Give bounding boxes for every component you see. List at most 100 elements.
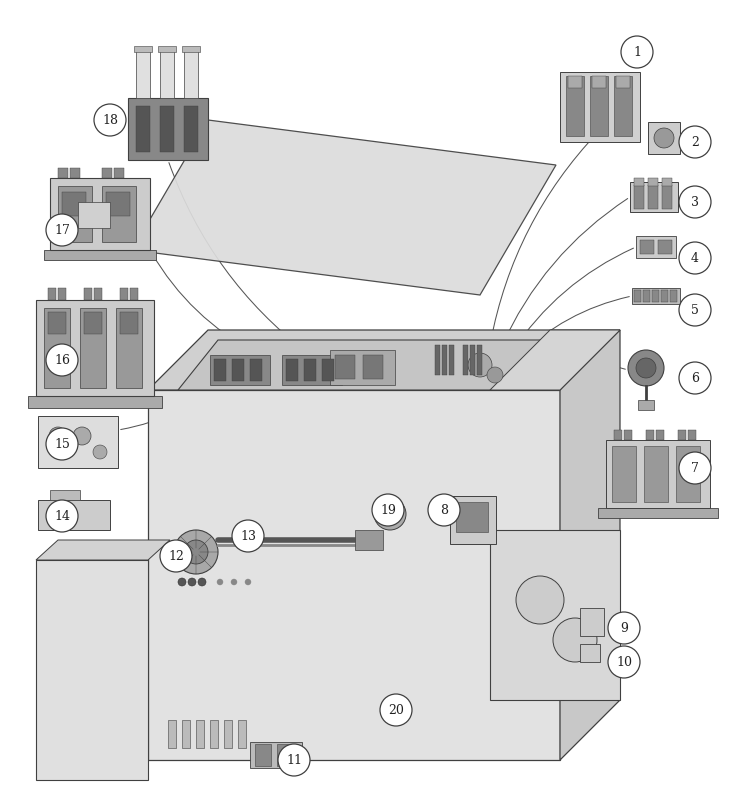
Circle shape xyxy=(198,578,206,586)
Bar xyxy=(160,48,174,98)
Bar xyxy=(355,530,383,550)
Bar xyxy=(643,290,650,302)
Polygon shape xyxy=(566,76,584,136)
Bar xyxy=(470,345,475,375)
Bar xyxy=(160,106,174,152)
Circle shape xyxy=(73,427,91,445)
Bar xyxy=(592,76,606,88)
Bar xyxy=(78,202,110,228)
Text: 5: 5 xyxy=(691,303,699,317)
Polygon shape xyxy=(148,390,560,760)
Circle shape xyxy=(679,186,711,218)
Circle shape xyxy=(608,646,640,678)
Bar xyxy=(304,359,316,381)
Bar xyxy=(676,446,700,502)
Circle shape xyxy=(49,427,67,445)
Bar xyxy=(214,359,226,381)
Bar xyxy=(44,250,156,260)
Bar xyxy=(102,168,112,178)
Bar xyxy=(363,355,383,379)
Circle shape xyxy=(468,353,492,377)
Bar xyxy=(640,240,654,254)
Text: 6: 6 xyxy=(691,371,699,385)
Bar xyxy=(210,720,218,748)
Bar xyxy=(102,186,136,242)
Bar xyxy=(661,290,668,302)
Bar xyxy=(442,345,447,375)
Text: 14: 14 xyxy=(54,510,70,522)
Bar xyxy=(606,440,710,508)
Bar xyxy=(656,430,664,440)
Circle shape xyxy=(231,579,237,585)
Bar xyxy=(114,168,124,178)
Bar xyxy=(477,345,482,375)
Circle shape xyxy=(245,579,251,585)
Circle shape xyxy=(621,36,653,68)
Circle shape xyxy=(428,494,460,526)
Bar xyxy=(670,290,677,302)
Bar xyxy=(449,345,454,375)
Bar xyxy=(58,186,92,242)
Bar xyxy=(634,290,641,302)
Bar xyxy=(58,168,68,178)
Circle shape xyxy=(654,128,674,148)
Circle shape xyxy=(174,530,218,574)
Text: 8: 8 xyxy=(440,503,448,517)
Bar xyxy=(638,400,654,410)
Polygon shape xyxy=(490,530,620,700)
Bar xyxy=(678,430,686,440)
Bar xyxy=(612,446,636,502)
Bar xyxy=(648,178,658,186)
Text: 3: 3 xyxy=(691,195,699,209)
Bar xyxy=(580,644,600,662)
Bar xyxy=(598,508,718,518)
Text: 10: 10 xyxy=(616,655,632,669)
Circle shape xyxy=(636,358,656,378)
Circle shape xyxy=(679,294,711,326)
Text: 4: 4 xyxy=(691,251,699,265)
Bar xyxy=(688,430,696,440)
Circle shape xyxy=(679,362,711,394)
Text: 2: 2 xyxy=(691,135,699,149)
Text: 13: 13 xyxy=(240,530,256,542)
Circle shape xyxy=(553,618,597,662)
Bar xyxy=(224,720,232,748)
Circle shape xyxy=(94,104,126,136)
Bar xyxy=(120,288,128,300)
Bar xyxy=(634,178,644,186)
Bar xyxy=(238,720,246,748)
Polygon shape xyxy=(36,560,148,780)
Circle shape xyxy=(679,242,711,274)
Text: 11: 11 xyxy=(286,754,302,766)
Bar xyxy=(182,46,200,52)
Polygon shape xyxy=(36,540,170,560)
Polygon shape xyxy=(210,355,270,385)
Bar xyxy=(80,308,106,388)
Circle shape xyxy=(232,520,264,552)
Bar xyxy=(28,396,162,408)
Circle shape xyxy=(46,500,78,532)
Bar xyxy=(250,359,262,381)
Bar xyxy=(450,496,496,544)
Text: 18: 18 xyxy=(102,114,118,126)
Bar xyxy=(624,430,632,440)
Bar xyxy=(158,46,176,52)
Bar xyxy=(136,106,150,152)
Text: 15: 15 xyxy=(54,438,70,450)
Text: 1: 1 xyxy=(633,46,641,58)
Bar xyxy=(568,76,582,88)
Bar xyxy=(38,416,118,468)
Circle shape xyxy=(46,428,78,460)
Polygon shape xyxy=(490,330,620,390)
Bar xyxy=(128,98,208,160)
Circle shape xyxy=(372,494,404,526)
Circle shape xyxy=(217,579,223,585)
Bar xyxy=(168,720,176,748)
Text: 17: 17 xyxy=(54,223,70,237)
Bar xyxy=(134,46,152,52)
Bar xyxy=(130,288,138,300)
Bar xyxy=(116,308,142,388)
Bar xyxy=(106,192,130,216)
Circle shape xyxy=(278,744,310,776)
Bar xyxy=(644,446,668,502)
